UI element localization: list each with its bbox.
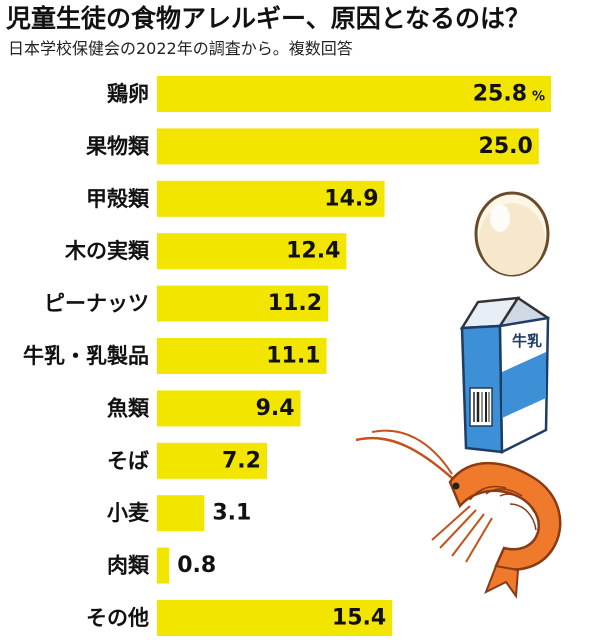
category-label: そば — [107, 449, 149, 473]
value-label: 25.0 — [479, 134, 533, 159]
value-label: 25.8 — [473, 82, 527, 107]
category-label: 牛乳・乳製品 — [23, 344, 149, 368]
value-label: 9.4 — [256, 396, 295, 421]
value-label: 12.4 — [286, 239, 340, 264]
unit-label: % — [532, 90, 545, 105]
bar-2 — [157, 180, 385, 217]
bar-1 — [157, 128, 539, 165]
bar-9 — [157, 547, 170, 584]
bar-8 — [157, 495, 205, 532]
value-label: 0.8 — [177, 553, 216, 578]
bar-6 — [157, 390, 301, 427]
category-label: 果物類 — [86, 134, 150, 158]
bar-7 — [157, 442, 267, 479]
bars-layer: 鶏卵 25.8 % 果物類 25.0 甲殻類 14.9 木の実類 12.4 ピーナッツ 11.2 牛乳… — [23, 76, 552, 636]
category-label: 木の実類 — [64, 239, 150, 263]
bar-4 — [157, 285, 329, 322]
value-label: 3.1 — [212, 501, 251, 526]
value-label: 11.1 — [266, 344, 320, 369]
bar-10 — [157, 600, 393, 636]
category-label: 小麦 — [107, 501, 150, 525]
milk-carton-text: 牛乳 — [512, 332, 542, 350]
category-label: 魚類 — [107, 396, 150, 420]
category-label: その他 — [86, 606, 149, 630]
shrimp-icon — [355, 429, 562, 599]
category-label: 鶏卵 — [107, 82, 149, 106]
bar-3 — [157, 233, 347, 270]
bar-0 — [157, 76, 552, 112]
bar-5 — [157, 338, 327, 374]
value-label: 15.4 — [332, 606, 386, 631]
chart-title: 児童生徒の食物アレルギー、原因となるのは？ — [6, 4, 531, 33]
value-label: 7.2 — [222, 448, 261, 473]
egg-icon — [474, 191, 550, 277]
category-label: 甲殻類 — [86, 187, 150, 211]
category-label: ピーナッツ — [44, 292, 149, 316]
value-label: 14.9 — [324, 186, 378, 211]
category-label: 肉類 — [107, 554, 150, 578]
milk-carton-icon: 牛乳 — [459, 296, 550, 455]
value-label: 11.2 — [268, 291, 322, 316]
chart-subtitle: 日本学校保健会の2022年の調査から。複数回答 — [8, 39, 353, 58]
